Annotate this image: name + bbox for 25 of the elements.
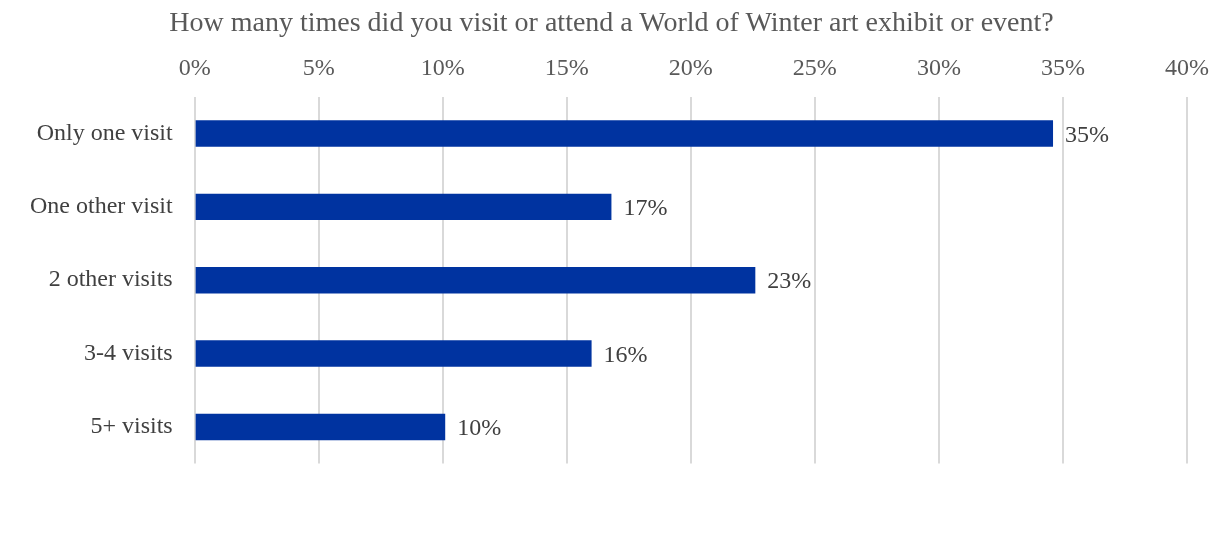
data-label: 17% [623,194,668,221]
y-tick-label: Only one visit [36,118,173,145]
x-tick-label: 20% [668,53,713,80]
x-tick-label: 15% [544,53,589,80]
x-tick-label: 25% [792,53,837,80]
y-tick-label: 3-4 visits [83,338,173,365]
x-tick-label: 35% [1040,53,1085,80]
x-tick-label: 5% [302,53,335,80]
bar [195,267,756,294]
data-label: 16% [603,340,648,367]
x-tick-label: 0% [178,53,211,80]
bar [195,193,612,221]
bar [195,413,446,441]
y-tick-label: 2 other visits [48,265,173,292]
bar [195,340,592,367]
y-tick-label: One other visit [30,192,173,219]
x-tick-label: 40% [1165,53,1209,80]
data-label: 10% [457,414,502,441]
x-tick-label: 30% [916,53,961,80]
chart-title: How many times did you visit or attend a World of Winter art exhibit or event? [168,5,1055,39]
x-tick-label: 10% [420,53,465,80]
y-tick-label: 5+ visits [90,412,173,439]
data-label: 35% [1065,120,1110,147]
data-label: 23% [767,267,812,294]
bar [195,120,1054,147]
